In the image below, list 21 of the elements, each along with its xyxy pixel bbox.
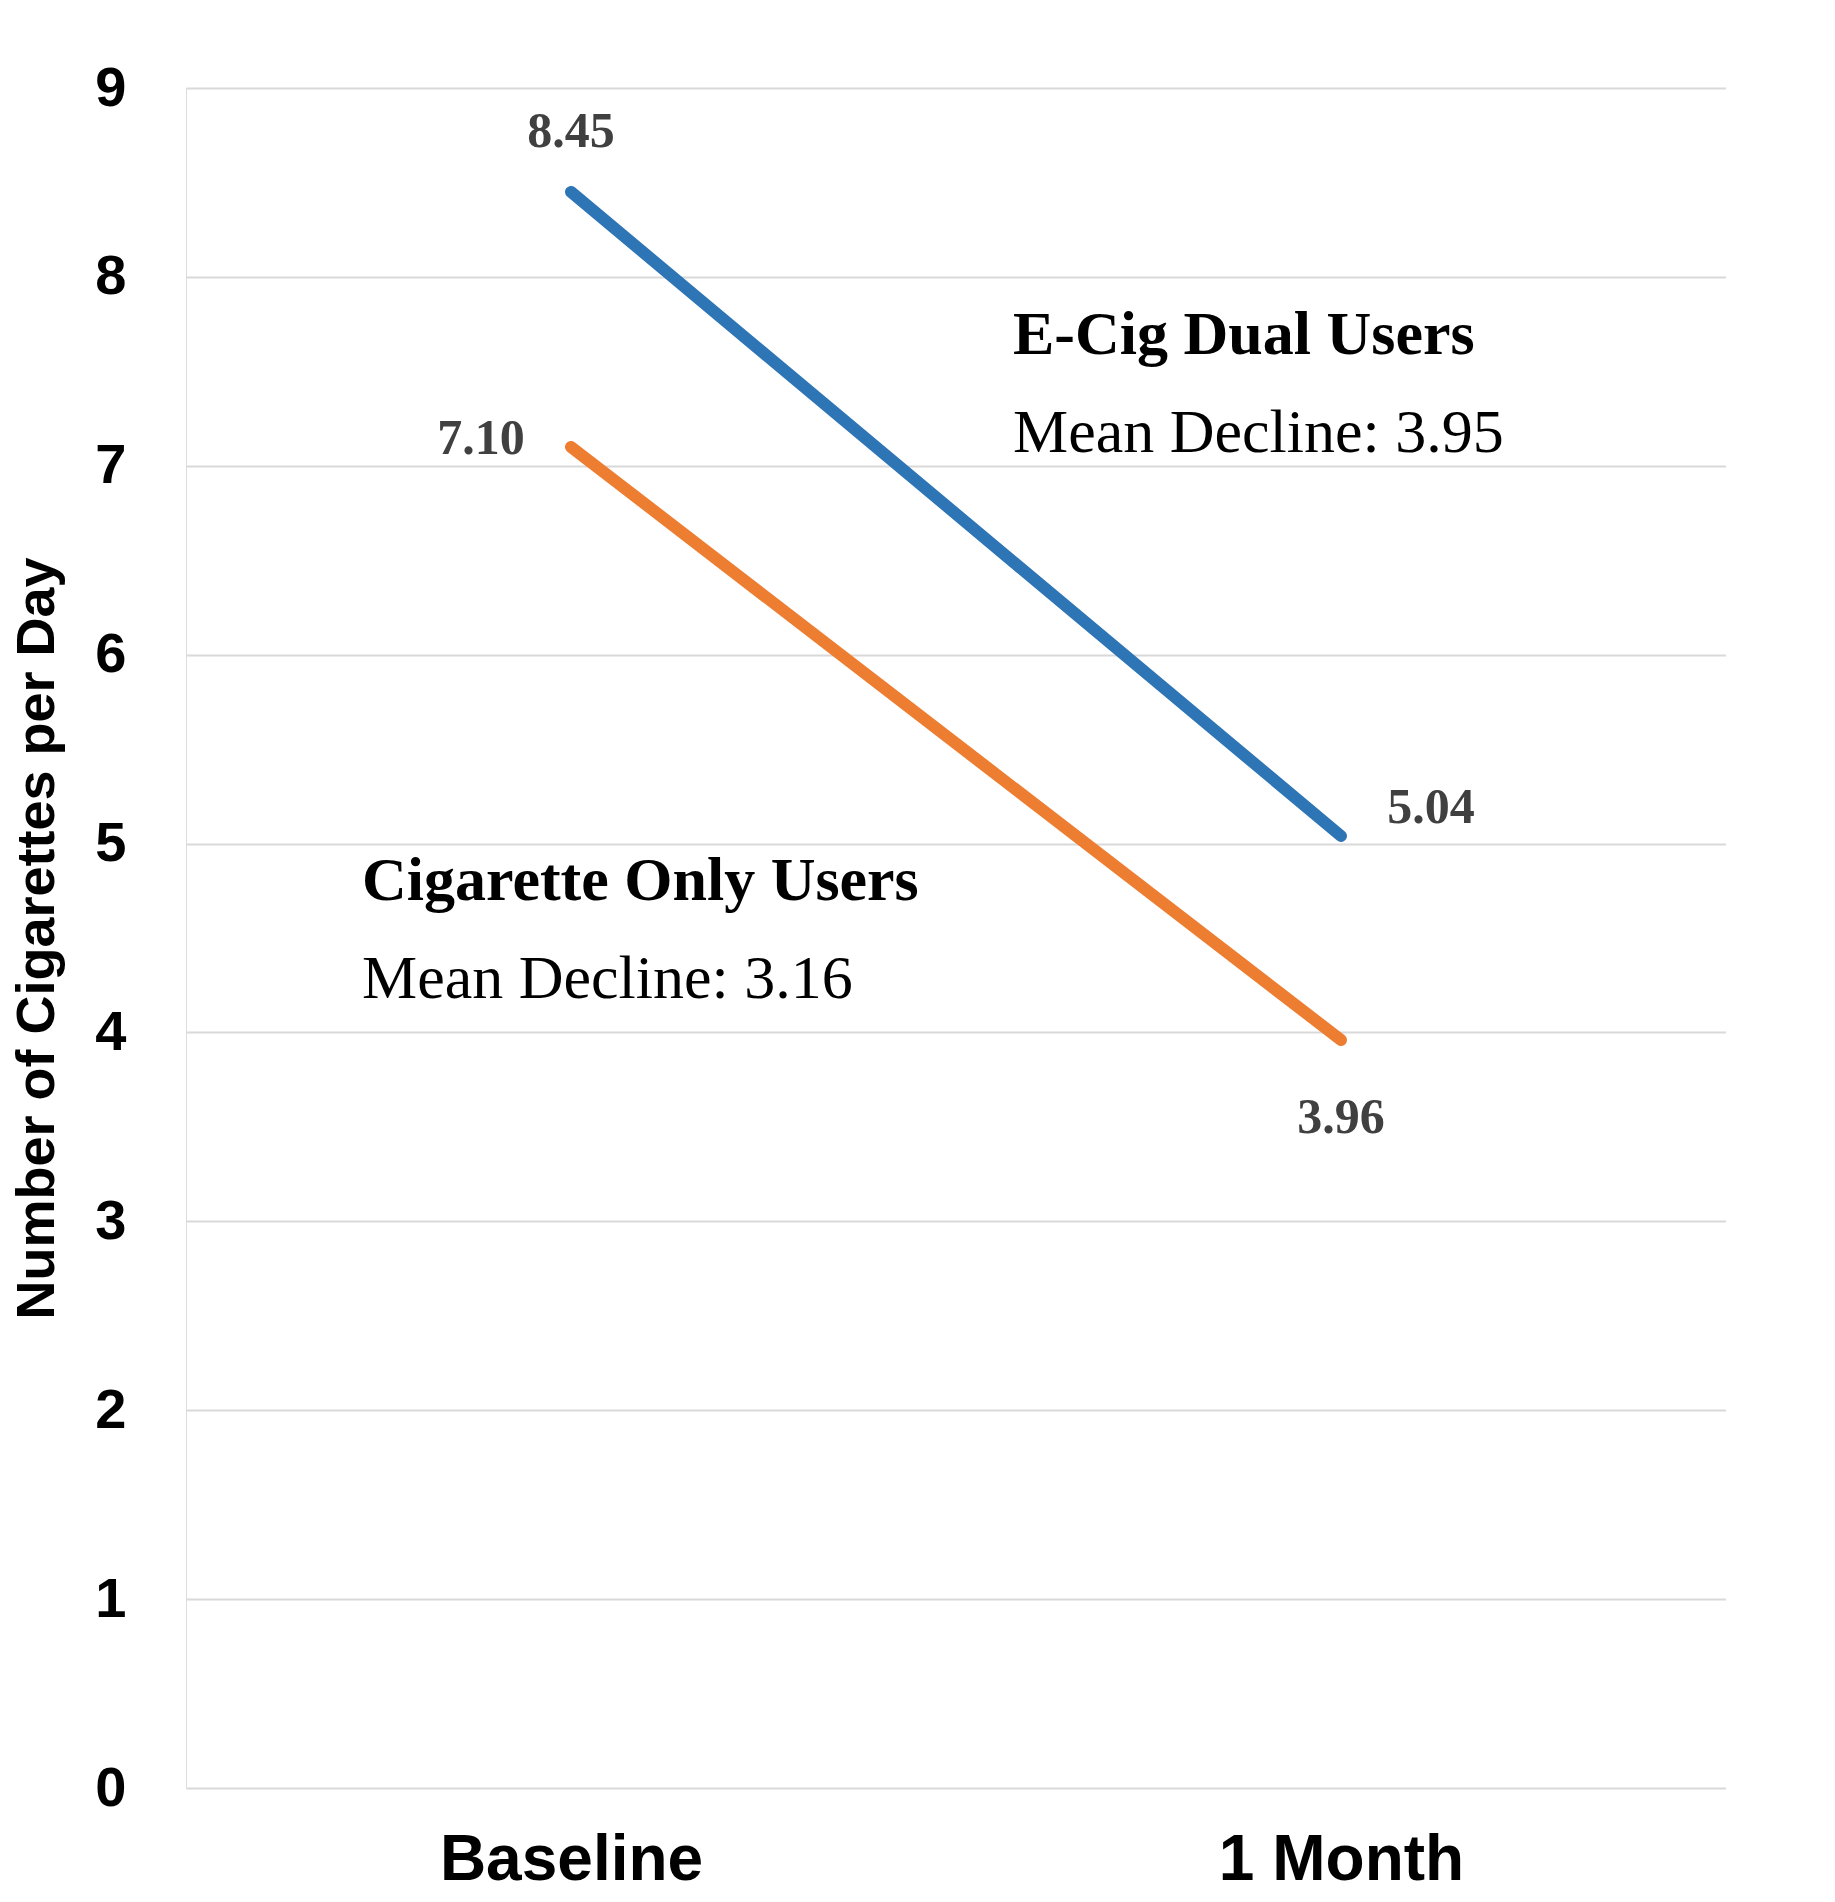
data-label: 7.10 <box>437 408 525 465</box>
y-tick-label: 3 <box>95 1187 127 1251</box>
y-tick-label: 7 <box>95 432 127 496</box>
y-tick-label: 6 <box>95 621 127 685</box>
y-tick-label: 5 <box>95 810 127 874</box>
y-tick-label: 9 <box>95 54 127 118</box>
data-label: 5.04 <box>1387 778 1475 834</box>
y-tick-label: 2 <box>95 1376 127 1440</box>
text: E-Cig Dual Users <box>1013 299 1475 367</box>
y-tick-label: 0 <box>95 1754 127 1818</box>
y-tick-label: 4 <box>95 998 127 1062</box>
y-tick-label: 8 <box>95 243 127 307</box>
annotation: Mean Decline: 3.95 <box>1013 397 1504 465</box>
x-tick-label: Baseline <box>439 1821 704 1894</box>
y-axis-title: Number of Cigarettes per Day <box>5 557 66 1320</box>
data-label: 3.96 <box>1297 1088 1385 1144</box>
y-tick-label: 1 <box>95 1565 127 1629</box>
data-label: 8.45 <box>527 101 615 158</box>
annotation: Mean Decline: 3.16 <box>362 943 853 1011</box>
series-label: Cigarette Only Users <box>362 845 919 913</box>
x-tick-label: 1 Month <box>1218 1821 1465 1894</box>
